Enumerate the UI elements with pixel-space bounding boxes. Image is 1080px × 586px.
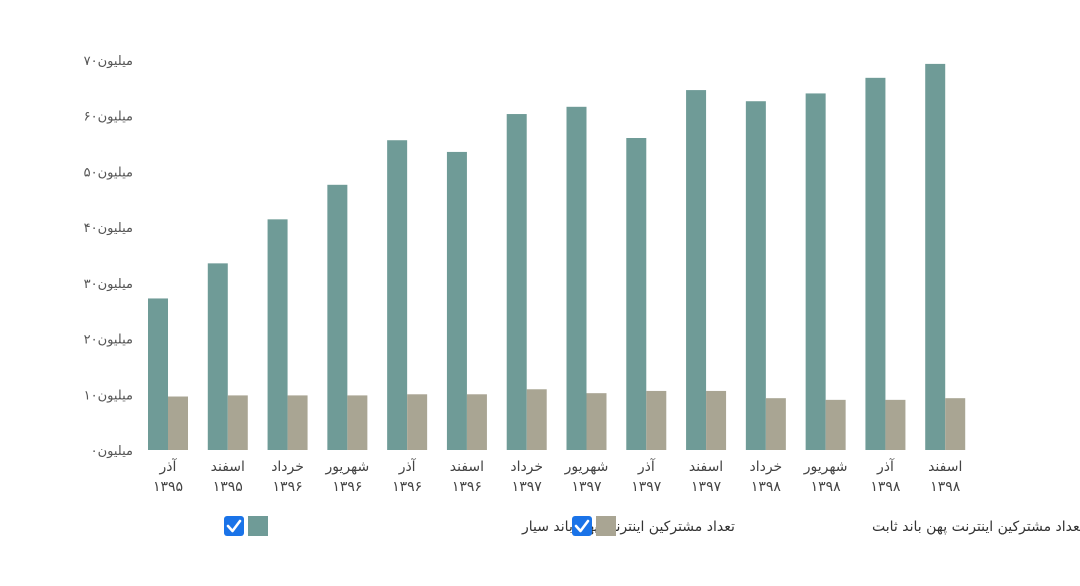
- x-tick-year: ۱۳۹۸: [751, 479, 782, 495]
- x-tick-year: ۱۳۹۷: [631, 479, 662, 495]
- x-tick-month: اسفند: [689, 459, 723, 475]
- bar-mobile-broadband[interactable]: [148, 298, 168, 450]
- x-tick-month: آذر: [637, 458, 656, 475]
- bar-fixed-broadband[interactable]: [765, 398, 786, 450]
- x-tick-year: ۱۳۹۶: [452, 479, 482, 495]
- x-tick-year: ۱۳۹۵: [153, 479, 183, 495]
- legend: تعداد مشترکین اینترنت پهن باند سیار تعداد…: [224, 516, 1080, 536]
- bar-fixed-broadband[interactable]: [945, 398, 966, 450]
- bar-mobile-broadband[interactable]: [566, 106, 587, 451]
- y-axis: ۰میلیون ۱۰میلیون ۲۰میلیون ۳۰میلیون ۴۰میلیون ۵…: [84, 54, 133, 459]
- bar-fixed-broadband[interactable]: [825, 399, 846, 450]
- x-tick-month: اسفند: [928, 459, 962, 475]
- x-axis: آذر ۱۳۹۵ اسفند ۱۳۹۵ خرداد ۱۳۹۶ شهریور ۱۳۹۶ آذر ۱۳…: [153, 458, 962, 495]
- bar-mobile-broadband[interactable]: [387, 140, 408, 450]
- x-tick-month: آذر: [876, 458, 895, 475]
- legend-swatch: [596, 516, 616, 536]
- legend-swatch: [248, 516, 268, 536]
- bar-fixed-broadband[interactable]: [407, 394, 428, 450]
- legend-item-mobile[interactable]: تعداد مشترکین اینترنت پهن باند سیار: [224, 516, 735, 536]
- x-tick-year: ۱۳۹۷: [512, 479, 543, 495]
- x-tick-month: خرداد: [510, 459, 543, 475]
- bar-fixed-broadband[interactable]: [706, 390, 727, 450]
- bars: [148, 63, 966, 451]
- y-tick-label: ۴۰میلیون: [84, 221, 133, 236]
- x-tick-month: اسفند: [211, 459, 245, 475]
- bar-mobile-broadband[interactable]: [805, 93, 826, 450]
- y-tick-label: ۲۰میلیون: [84, 333, 133, 348]
- bar-mobile-broadband[interactable]: [626, 138, 647, 450]
- y-tick-label: ۶۰میلیون: [84, 110, 133, 125]
- y-tick-label: ۰میلیون: [91, 444, 133, 459]
- x-tick-month: خرداد: [271, 459, 304, 475]
- bar-fixed-broadband[interactable]: [227, 395, 248, 450]
- y-tick-label: ۳۰میلیون: [84, 277, 133, 292]
- x-tick-year: ۱۳۹۸: [811, 479, 842, 495]
- x-tick-month: آذر: [159, 458, 178, 475]
- y-tick-label: ۱۰میلیون: [84, 388, 133, 403]
- x-tick-year: ۱۳۹۶: [332, 479, 362, 495]
- bar-fixed-broadband[interactable]: [168, 396, 188, 450]
- bar-mobile-broadband[interactable]: [925, 63, 946, 451]
- x-tick-year: ۱۳۹۷: [691, 479, 722, 495]
- bar-fixed-broadband[interactable]: [885, 399, 906, 450]
- bar-mobile-broadband[interactable]: [865, 77, 886, 450]
- bar-mobile-broadband[interactable]: [207, 263, 228, 450]
- bar-fixed-broadband[interactable]: [646, 390, 667, 450]
- x-tick-month: خرداد: [749, 459, 782, 475]
- legend-label: تعداد مشترکین اینترنت پهن باند ثابت: [872, 519, 1080, 535]
- x-tick-year: ۱۳۹۸: [870, 479, 901, 495]
- x-tick-year: ۱۳۹۵: [213, 479, 243, 495]
- y-tick-label: ۵۰میلیون: [84, 165, 133, 180]
- x-tick-month: شهریور: [324, 459, 369, 475]
- check-icon: [226, 519, 242, 533]
- bar-mobile-broadband[interactable]: [267, 219, 288, 450]
- bar-fixed-broadband[interactable]: [287, 395, 308, 450]
- legend-item-fixed[interactable]: تعداد مشترکین اینترنت پهن باند ثابت: [572, 516, 1080, 536]
- y-tick-label: ۷۰میلیون: [84, 54, 133, 69]
- bar-fixed-broadband[interactable]: [586, 393, 607, 450]
- x-tick-year: ۱۳۹۸: [930, 479, 961, 495]
- bar-mobile-broadband[interactable]: [506, 114, 527, 451]
- bar-mobile-broadband[interactable]: [446, 151, 467, 450]
- bar-mobile-broadband[interactable]: [686, 90, 707, 450]
- bar-mobile-broadband[interactable]: [327, 184, 348, 451]
- x-tick-month: شهریور: [564, 459, 609, 475]
- x-tick-year: ۱۳۹۶: [392, 479, 422, 495]
- bar-fixed-broadband[interactable]: [466, 394, 487, 450]
- x-tick-year: ۱۳۹۶: [273, 479, 303, 495]
- bar-mobile-broadband[interactable]: [745, 101, 766, 450]
- legend-label: تعداد مشترکین اینترنت پهن باند سیار: [521, 519, 735, 535]
- bar-fixed-broadband[interactable]: [347, 395, 368, 450]
- x-tick-month: اسفند: [450, 459, 484, 475]
- x-tick-month: آذر: [398, 458, 417, 475]
- x-tick-month: شهریور: [803, 459, 848, 475]
- bar-fixed-broadband[interactable]: [526, 389, 547, 450]
- x-tick-year: ۱۳۹۷: [571, 479, 602, 495]
- check-icon: [574, 519, 590, 533]
